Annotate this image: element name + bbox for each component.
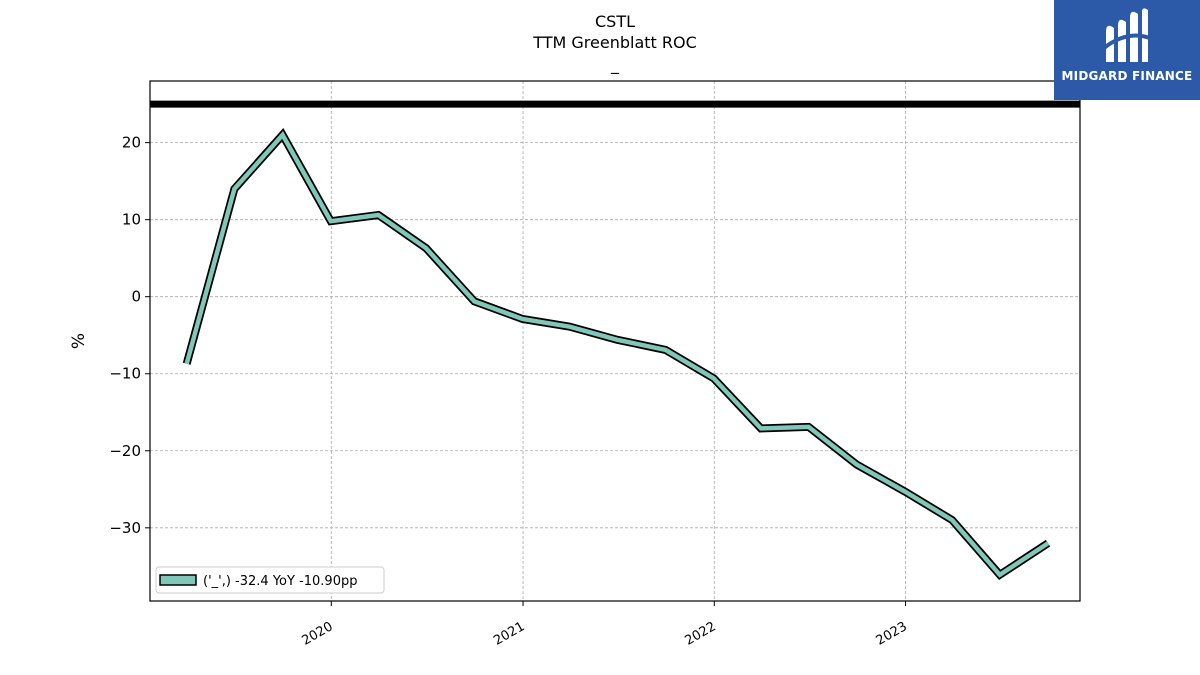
y-tick-label: −30 (109, 519, 141, 537)
grid-lines (150, 81, 1080, 601)
plot-frame (149, 80, 1081, 602)
y-tick-label: −20 (109, 442, 141, 460)
brand-logo-text: MIDGARD FINANCE (1061, 69, 1193, 83)
title-line-3: _ (610, 55, 620, 75)
x-tick-label: 2021 (491, 619, 527, 649)
x-tick-label: 2023 (874, 619, 910, 649)
y-tick-label: −10 (109, 365, 141, 383)
y-tick-label: 10 (122, 211, 141, 229)
x-tick-label: 2020 (299, 619, 335, 649)
title-line-2: TTM Greenblatt ROC (532, 33, 697, 52)
x-axis-ticks: 2020 2021 2022 2023 (299, 601, 910, 649)
y-axis-label: % (69, 333, 89, 349)
legend-swatch (159, 574, 197, 586)
midgard-logo-icon (1102, 8, 1151, 62)
chart-title: CSTL TTM Greenblatt ROC _ (532, 12, 697, 75)
series-line-outline (182, 128, 1051, 581)
title-line-1: CSTL (595, 12, 635, 31)
legend-box (155, 566, 385, 594)
y-axis-ticks: 20 10 0 −10 −20 −30 (109, 134, 150, 537)
legend: ('_',) -32.4 YoY -10.90pp (155, 566, 385, 594)
x-tick-label: 2022 (682, 619, 718, 649)
y-tick-label: 0 (131, 288, 141, 306)
series-layer (182, 128, 1051, 581)
y-tick-label: 20 (122, 134, 141, 152)
legend-label: ('_',) -32.4 YoY -10.90pp (203, 574, 357, 589)
brand-logo: MIDGARD FINANCE (1054, 0, 1200, 100)
